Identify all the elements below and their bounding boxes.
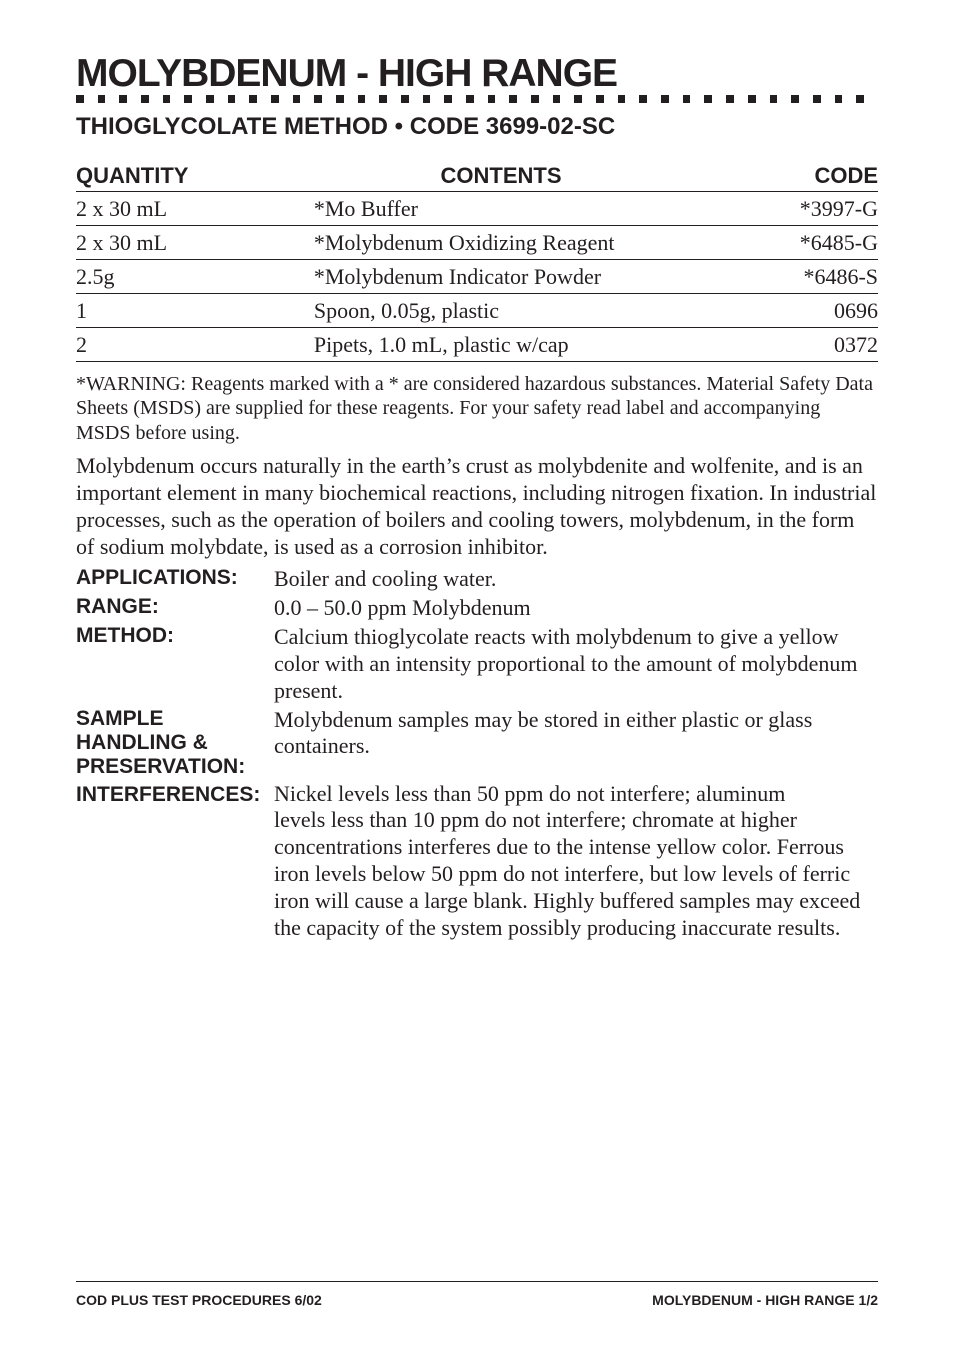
- footer-left: COD PLUS TEST PROCEDURES 6/02: [76, 1292, 322, 1308]
- definition-value: Molybdenum samples may be stored in eith…: [274, 707, 878, 761]
- definition-row: METHOD:Calcium thioglycolate reacts with…: [76, 624, 878, 704]
- dot: [661, 95, 669, 103]
- cell-quantity: 2: [76, 328, 234, 362]
- dot: [249, 95, 257, 103]
- dot: [444, 95, 452, 103]
- cell-contents: Spoon, 0.05g, plastic: [234, 294, 768, 328]
- subtitle: THIOGLYCOLATE METHOD • CODE 3699-02-SC: [76, 113, 878, 141]
- dot: [639, 95, 647, 103]
- definition-label: RANGE:: [76, 595, 274, 619]
- quantity-table: QUANTITY CONTENTS CODE 2 x 30 mL*Mo Buff…: [76, 159, 878, 362]
- dot: [141, 95, 149, 103]
- cell-code: *3997-G: [768, 192, 878, 226]
- interferences-label: INTERFERENCES:: [76, 782, 274, 808]
- dot: [423, 95, 431, 103]
- definition-value: Calcium thioglycolate reacts with molybd…: [274, 624, 878, 704]
- dot: [314, 95, 322, 103]
- dot: [509, 95, 517, 103]
- dot: [856, 95, 864, 103]
- interferences-first-line: Nickel levels less than 50 ppm do not in…: [274, 781, 785, 806]
- definition-label: APPLICATIONS:: [76, 566, 274, 590]
- dot: [574, 95, 582, 103]
- footer-right: MOLYBDENUM - HIGH RANGE 1/2: [652, 1292, 878, 1308]
- dot: [336, 95, 344, 103]
- definition-row: APPLICATIONS:Boiler and cooling water.: [76, 566, 878, 593]
- dot: [531, 95, 539, 103]
- cell-code: 0372: [768, 328, 878, 362]
- dotted-rule: [76, 95, 878, 103]
- cell-code: *6485-G: [768, 226, 878, 260]
- dot: [466, 95, 474, 103]
- dot: [488, 95, 496, 103]
- cell-quantity: 2 x 30 mL: [76, 192, 234, 226]
- dot: [293, 95, 301, 103]
- table-header-row: QUANTITY CONTENTS CODE: [76, 159, 878, 192]
- definition-value: Boiler and cooling water.: [274, 566, 878, 593]
- page-title: MOLYBDENUM - HIGH RANGE: [76, 54, 878, 93]
- dot: [98, 95, 106, 103]
- definition-label: SAMPLE HANDLING & PRESERVATION:: [76, 707, 274, 779]
- table-row: 2Pipets, 1.0 mL, plastic w/cap0372: [76, 328, 878, 362]
- dot: [748, 95, 756, 103]
- dot: [119, 95, 127, 103]
- page-footer: COD PLUS TEST PROCEDURES 6/02 MOLYBDENUM…: [76, 1281, 878, 1308]
- dot: [791, 95, 799, 103]
- table-row: 2 x 30 mL*Molybdenum Oxidizing Reagent*6…: [76, 226, 878, 260]
- definition-value: 0.0 – 50.0 ppm Molybdenum: [274, 595, 878, 622]
- cell-quantity: 2.5g: [76, 260, 234, 294]
- dot: [618, 95, 626, 103]
- dot: [76, 95, 84, 103]
- intro-paragraph: Molybdenum occurs naturally in the earth…: [76, 453, 878, 560]
- dot: [184, 95, 192, 103]
- cell-contents: *Mo Buffer: [234, 192, 768, 226]
- cell-code: 0696: [768, 294, 878, 328]
- cell-contents: *Molybdenum Indicator Powder: [234, 260, 768, 294]
- dot: [228, 95, 236, 103]
- col-contents: CONTENTS: [234, 159, 768, 192]
- table-row: 2.5g*Molybdenum Indicator Powder*6486-S: [76, 260, 878, 294]
- interferences-rest: levels less than 10 ppm do not interfere…: [76, 807, 878, 941]
- dot: [726, 95, 734, 103]
- cell-code: *6486-S: [768, 260, 878, 294]
- table-row: 2 x 30 mL*Mo Buffer*3997-G: [76, 192, 878, 226]
- interferences-block: INTERFERENCES:Nickel levels less than 50…: [76, 781, 878, 942]
- cell-contents: Pipets, 1.0 mL, plastic w/cap: [234, 328, 768, 362]
- dot: [401, 95, 409, 103]
- warning-text: *WARNING: Reagents marked with a * are c…: [76, 372, 878, 445]
- dot: [379, 95, 387, 103]
- dot: [835, 95, 843, 103]
- table-row: 1Spoon, 0.05g, plastic0696: [76, 294, 878, 328]
- col-quantity: QUANTITY: [76, 159, 234, 192]
- definitions-block: APPLICATIONS:Boiler and cooling water.RA…: [76, 566, 878, 778]
- dot: [770, 95, 778, 103]
- definition-row: RANGE:0.0 – 50.0 ppm Molybdenum: [76, 595, 878, 622]
- dot: [704, 95, 712, 103]
- definition-label: METHOD:: [76, 624, 274, 648]
- dot: [358, 95, 366, 103]
- cell-quantity: 2 x 30 mL: [76, 226, 234, 260]
- dot: [163, 95, 171, 103]
- col-code: CODE: [768, 159, 878, 192]
- dot: [596, 95, 604, 103]
- definition-row: SAMPLE HANDLING & PRESERVATION:Molybdenu…: [76, 707, 878, 779]
- dot: [813, 95, 821, 103]
- cell-contents: *Molybdenum Oxidizing Reagent: [234, 226, 768, 260]
- dot: [683, 95, 691, 103]
- dot: [206, 95, 214, 103]
- dot: [271, 95, 279, 103]
- cell-quantity: 1: [76, 294, 234, 328]
- dot: [553, 95, 561, 103]
